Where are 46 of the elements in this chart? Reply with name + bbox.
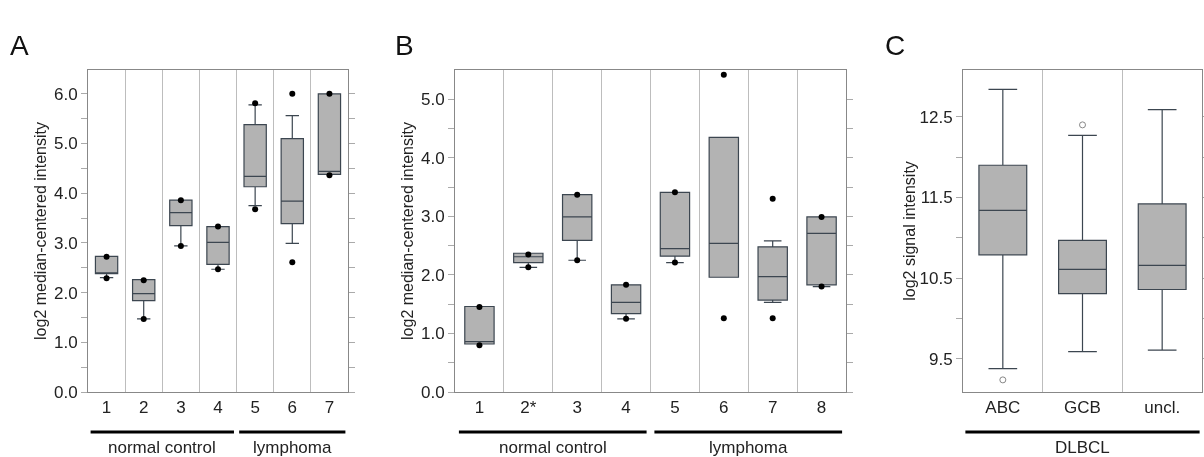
x-tick-label: 3 [176, 398, 186, 418]
x-tick-label: 3 [572, 398, 582, 418]
x-tick-label: 5 [250, 398, 260, 418]
x-tick-label: 1 [474, 398, 485, 418]
x-tick-label: ABC [985, 398, 1021, 418]
x-tick-label: uncl. [1144, 398, 1181, 418]
y-tick-label: 10.5 [919, 269, 953, 289]
chart-title: C [885, 29, 906, 61]
x-tick-label: 1 [101, 398, 112, 418]
y-tick-label: 5.0 [53, 134, 78, 154]
chart-title: B [395, 29, 414, 61]
y-tick-label: 6.0 [53, 84, 78, 104]
x-tick-label: 7 [324, 398, 335, 418]
x-tick-label: 8 [816, 398, 827, 418]
x-tick-label: 4 [621, 398, 631, 418]
text: lymphoma [253, 438, 332, 457]
y-tick-label: 1.0 [420, 324, 445, 344]
x-tick-label: 5 [670, 398, 680, 418]
y-tick-label: 2.0 [53, 283, 78, 303]
y-tick-label: 4.0 [420, 148, 445, 168]
y-tick-label: 0.0 [53, 382, 78, 402]
text: lymphoma [709, 438, 788, 457]
x-tick-label: 4 [213, 398, 223, 418]
y-axis-title: log2 signal intensity [900, 161, 918, 301]
x-tick-label: 6 [719, 398, 729, 418]
y-tick-label: 4.0 [53, 184, 78, 204]
x-tick-label: GCB [1064, 398, 1101, 418]
y-tick-label: 0.0 [420, 382, 445, 402]
text: normal control [108, 438, 216, 457]
y-tick-label: 2.0 [420, 265, 445, 285]
x-tick-label: 2 [138, 398, 149, 418]
x-tick-label: 2* [520, 398, 537, 418]
chart-title: A [10, 29, 29, 61]
x-tick-label: 7 [767, 398, 778, 418]
y-tick-label: 1.0 [53, 333, 78, 353]
y-tick-label: 5.0 [420, 90, 445, 110]
y-tick-label: 9.5 [928, 349, 953, 369]
y-tick-label: 3.0 [53, 233, 78, 253]
y-axis-title: log2 median-centered intensity [399, 122, 416, 340]
y-tick-label: 3.0 [420, 207, 445, 227]
text: normal control [499, 438, 607, 457]
y-axis-title: log2 median-centered intensity [32, 122, 49, 340]
y-tick-label: 11.5 [920, 188, 953, 208]
text: DLBCL [1055, 438, 1110, 457]
y-tick-label: 12.5 [919, 107, 953, 127]
x-tick-label: 6 [287, 398, 298, 418]
